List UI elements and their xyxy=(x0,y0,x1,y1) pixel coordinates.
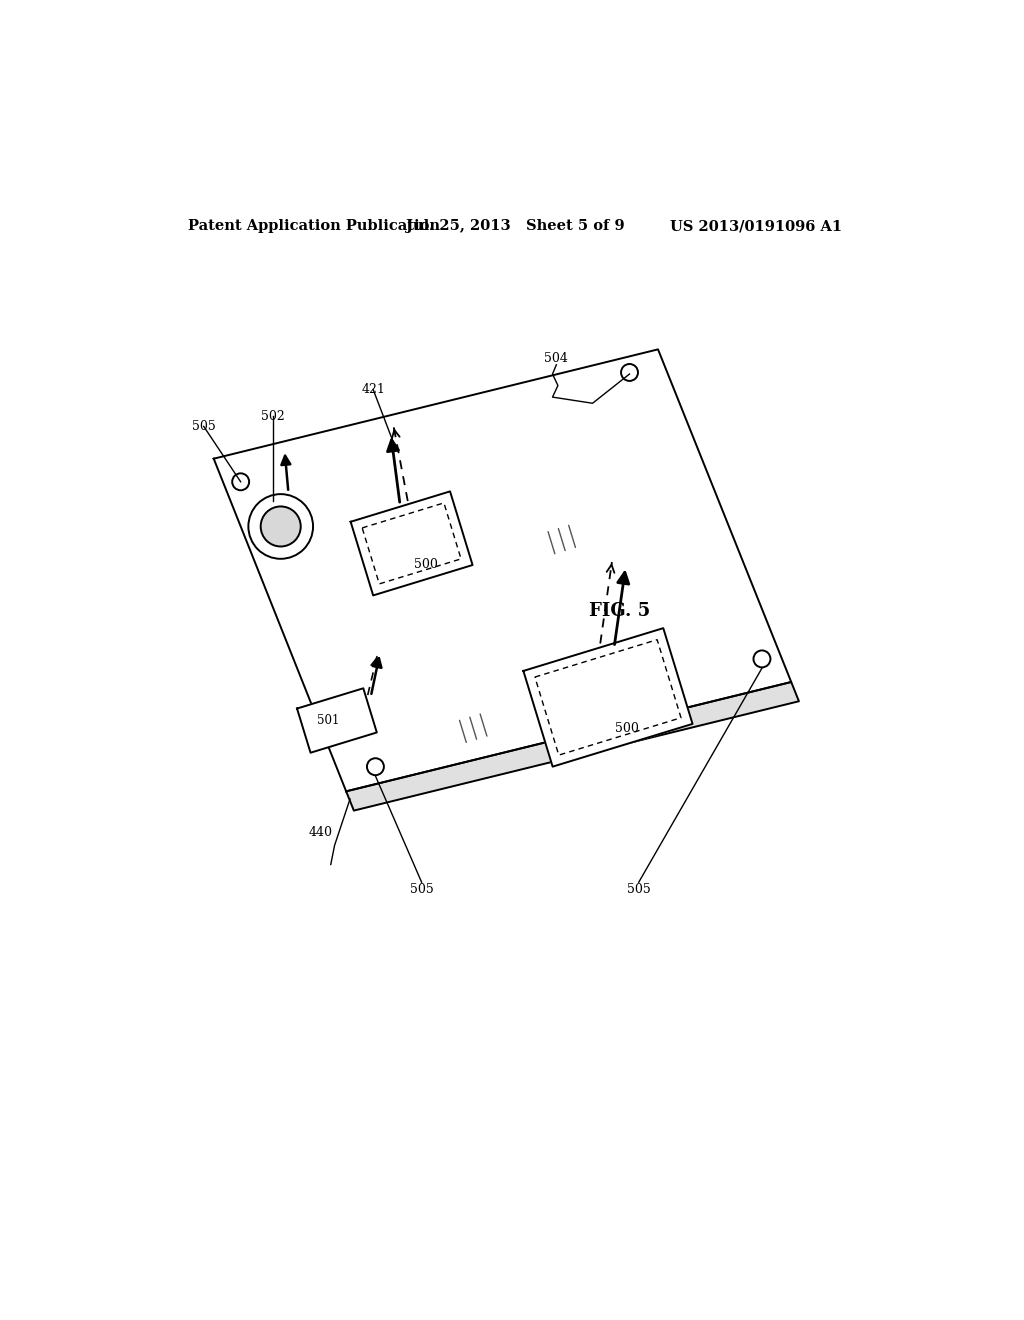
Circle shape xyxy=(621,364,638,381)
Polygon shape xyxy=(297,688,377,752)
Text: 500: 500 xyxy=(414,558,437,572)
Circle shape xyxy=(249,494,313,558)
Text: Patent Application Publication: Patent Application Publication xyxy=(188,219,440,234)
Text: 505: 505 xyxy=(410,883,433,896)
Circle shape xyxy=(754,651,770,668)
Polygon shape xyxy=(214,350,792,792)
Text: FIG. 5: FIG. 5 xyxy=(589,602,650,620)
Polygon shape xyxy=(346,682,799,810)
Text: 421: 421 xyxy=(361,383,385,396)
Text: US 2013/0191096 A1: US 2013/0191096 A1 xyxy=(670,219,842,234)
Text: 505: 505 xyxy=(627,883,650,896)
Polygon shape xyxy=(523,628,692,767)
Circle shape xyxy=(367,758,384,775)
Text: 504: 504 xyxy=(545,352,568,366)
Polygon shape xyxy=(350,491,472,595)
Text: Jul. 25, 2013   Sheet 5 of 9: Jul. 25, 2013 Sheet 5 of 9 xyxy=(407,219,625,234)
Text: 505: 505 xyxy=(191,420,216,433)
Text: 440: 440 xyxy=(309,826,333,840)
Circle shape xyxy=(232,474,249,490)
Text: 501: 501 xyxy=(317,714,340,727)
Circle shape xyxy=(261,507,301,546)
Text: 500: 500 xyxy=(615,722,639,735)
Text: 502: 502 xyxy=(261,409,285,422)
